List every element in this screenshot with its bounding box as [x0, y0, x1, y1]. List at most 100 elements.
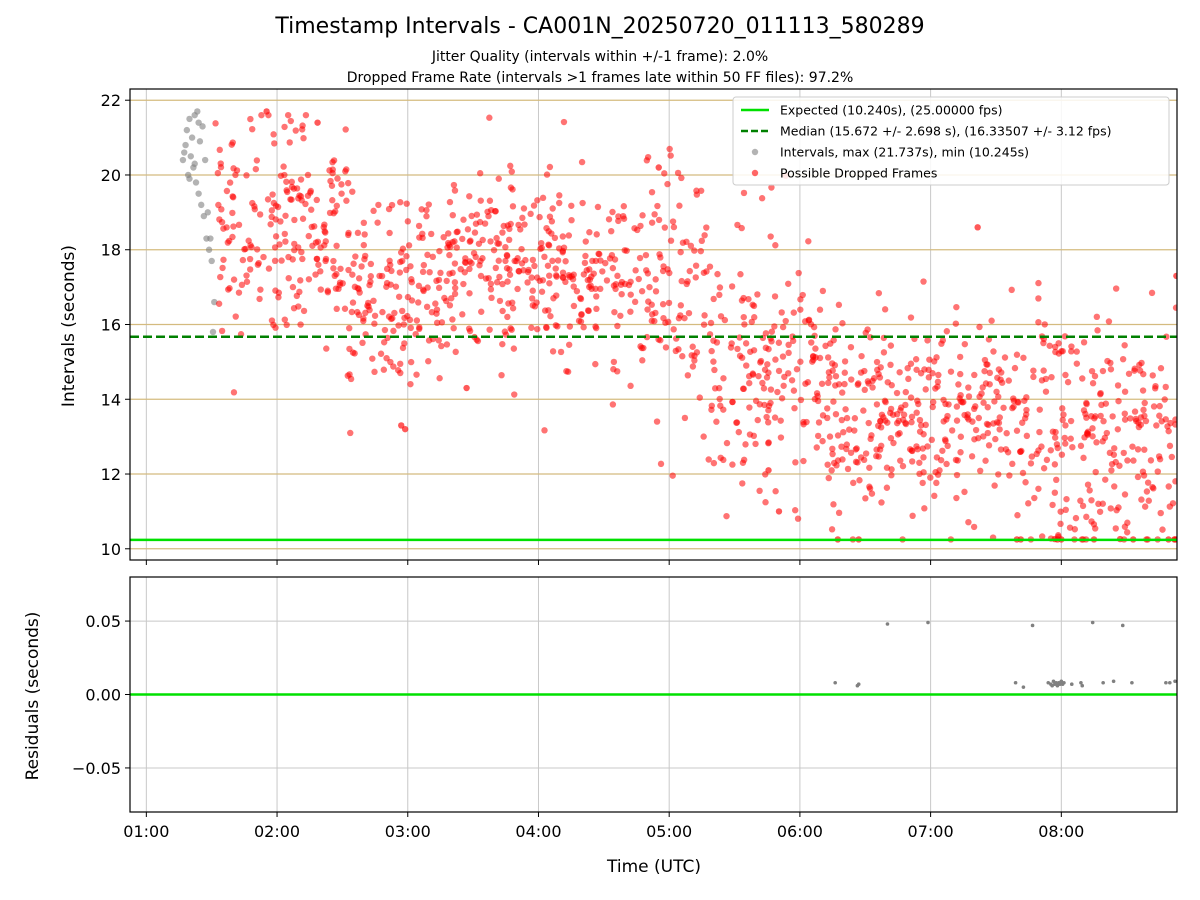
dropped-frame-point	[415, 299, 422, 306]
dropped-frame-point	[638, 288, 646, 295]
dropped-frame-point	[437, 269, 444, 277]
dropped-frame-point	[686, 267, 693, 275]
dropped-frame-point	[814, 432, 822, 440]
dropped-frame-point	[337, 265, 344, 272]
dropped-frame-point	[767, 233, 774, 240]
dropped-frame-point	[288, 183, 296, 191]
dropped-frame-point	[503, 265, 511, 272]
dropped-frame-point	[794, 515, 802, 522]
dropped-frame-point	[1157, 365, 1165, 372]
dropped-frame-point	[459, 311, 466, 318]
dropped-frame-point	[708, 347, 715, 355]
dropped-frame-point	[438, 319, 446, 326]
dropped-frame-point	[832, 372, 840, 380]
dropped-frame-point	[868, 490, 876, 497]
dropped-frame-point	[659, 267, 667, 275]
dropped-frame-point	[1136, 361, 1143, 369]
dropped-frame-point	[953, 417, 961, 424]
dropped-frame-point	[956, 353, 964, 361]
dropped-frame-point	[247, 115, 254, 123]
residuals-y-axis-label: Residuals (seconds)	[23, 612, 43, 781]
dropped-frame-point	[586, 283, 593, 291]
dropped-frame-point	[477, 272, 485, 280]
dropped-frame-point	[313, 255, 321, 263]
dropped-frame-point	[654, 202, 661, 210]
dropped-frame-point	[1150, 403, 1158, 410]
dropped-frame-point	[312, 271, 319, 278]
dropped-frame-point	[487, 286, 495, 293]
dropped-frame-point	[360, 315, 367, 322]
dropped-frame-point	[545, 242, 553, 249]
dropped-frame-point	[1048, 373, 1055, 381]
dropped-frame-point	[866, 485, 874, 492]
dropped-frame-point	[818, 380, 826, 387]
dropped-frame-point	[297, 193, 305, 200]
dropped-frame-point	[779, 353, 787, 360]
dropped-frame-point	[944, 412, 951, 420]
dropped-frame-point	[1041, 321, 1048, 328]
dropped-frame-point	[433, 277, 440, 285]
dropped-frame-point	[1156, 456, 1164, 463]
dropped-frame-point	[920, 469, 927, 476]
dropped-frame-point	[657, 460, 665, 468]
dropped-frame-point	[1161, 396, 1168, 403]
dropped-frame-point	[698, 237, 706, 245]
dropped-frame-point	[349, 299, 357, 306]
dropped-frame-point	[627, 291, 634, 298]
dropped-frame-point	[909, 512, 916, 520]
dropped-frame-point	[449, 316, 456, 323]
dropped-frame-point	[693, 349, 701, 356]
dropped-frame-point	[995, 366, 1003, 373]
dropped-frame-point	[745, 373, 753, 380]
dropped-frame-point	[397, 249, 405, 256]
dropped-frame-point	[504, 313, 511, 321]
dropped-frame-point	[506, 225, 513, 233]
dropped-frame-point	[655, 164, 662, 171]
dropped-frame-point	[1086, 487, 1093, 494]
dropped-frame-point	[299, 215, 307, 222]
dropped-frame-point	[902, 388, 909, 396]
dropped-frame-point	[677, 302, 685, 309]
dropped-frame-point	[505, 236, 513, 244]
dropped-frame-point	[852, 446, 860, 453]
dropped-frame-point	[816, 306, 824, 313]
dropped-frame-point	[341, 305, 349, 312]
dropped-frame-point	[884, 379, 891, 386]
dropped-frame-point	[878, 442, 885, 449]
dropped-frame-point	[778, 395, 786, 402]
dropped-frame-point	[602, 259, 609, 267]
dropped-frame-point	[594, 203, 602, 211]
dropped-frame-point	[714, 270, 721, 278]
dropped-frame-point	[750, 432, 758, 440]
dropped-frame-point	[269, 191, 276, 198]
dropped-frame-point	[804, 379, 812, 386]
dropped-frame-point	[1067, 417, 1075, 425]
dropped-frame-point	[1124, 519, 1131, 526]
dropped-frame-point	[446, 302, 454, 309]
dropped-frame-point	[450, 324, 457, 332]
dropped-frame-point	[860, 407, 867, 414]
dropped-frame-point	[927, 474, 934, 481]
y-tick-label: 10	[101, 540, 121, 559]
dropped-frame-point	[774, 388, 781, 396]
dropped-frame-point	[1005, 377, 1012, 384]
dropped-frame-point	[350, 260, 357, 267]
dropped-frame-point	[961, 488, 968, 496]
dropped-frame-point	[493, 234, 500, 242]
dropped-frame-point	[287, 117, 295, 125]
y-tick-label: 0.05	[85, 612, 121, 631]
dropped-frame-point	[669, 472, 676, 479]
dropped-frame-point	[1092, 468, 1099, 476]
dropped-frame-point	[541, 427, 548, 434]
dropped-frame-point	[801, 318, 809, 325]
dropped-frame-point	[404, 293, 412, 301]
dropped-frame-point	[636, 254, 644, 262]
dropped-frame-point	[637, 222, 644, 230]
dropped-frame-point	[693, 191, 701, 198]
dropped-frame-point	[1042, 388, 1050, 395]
dropped-frame-point	[838, 443, 845, 450]
dropped-frame-point	[245, 237, 252, 244]
dropped-frame-point	[830, 398, 837, 405]
dropped-frame-point	[428, 230, 435, 238]
dropped-frame-point	[580, 324, 587, 331]
